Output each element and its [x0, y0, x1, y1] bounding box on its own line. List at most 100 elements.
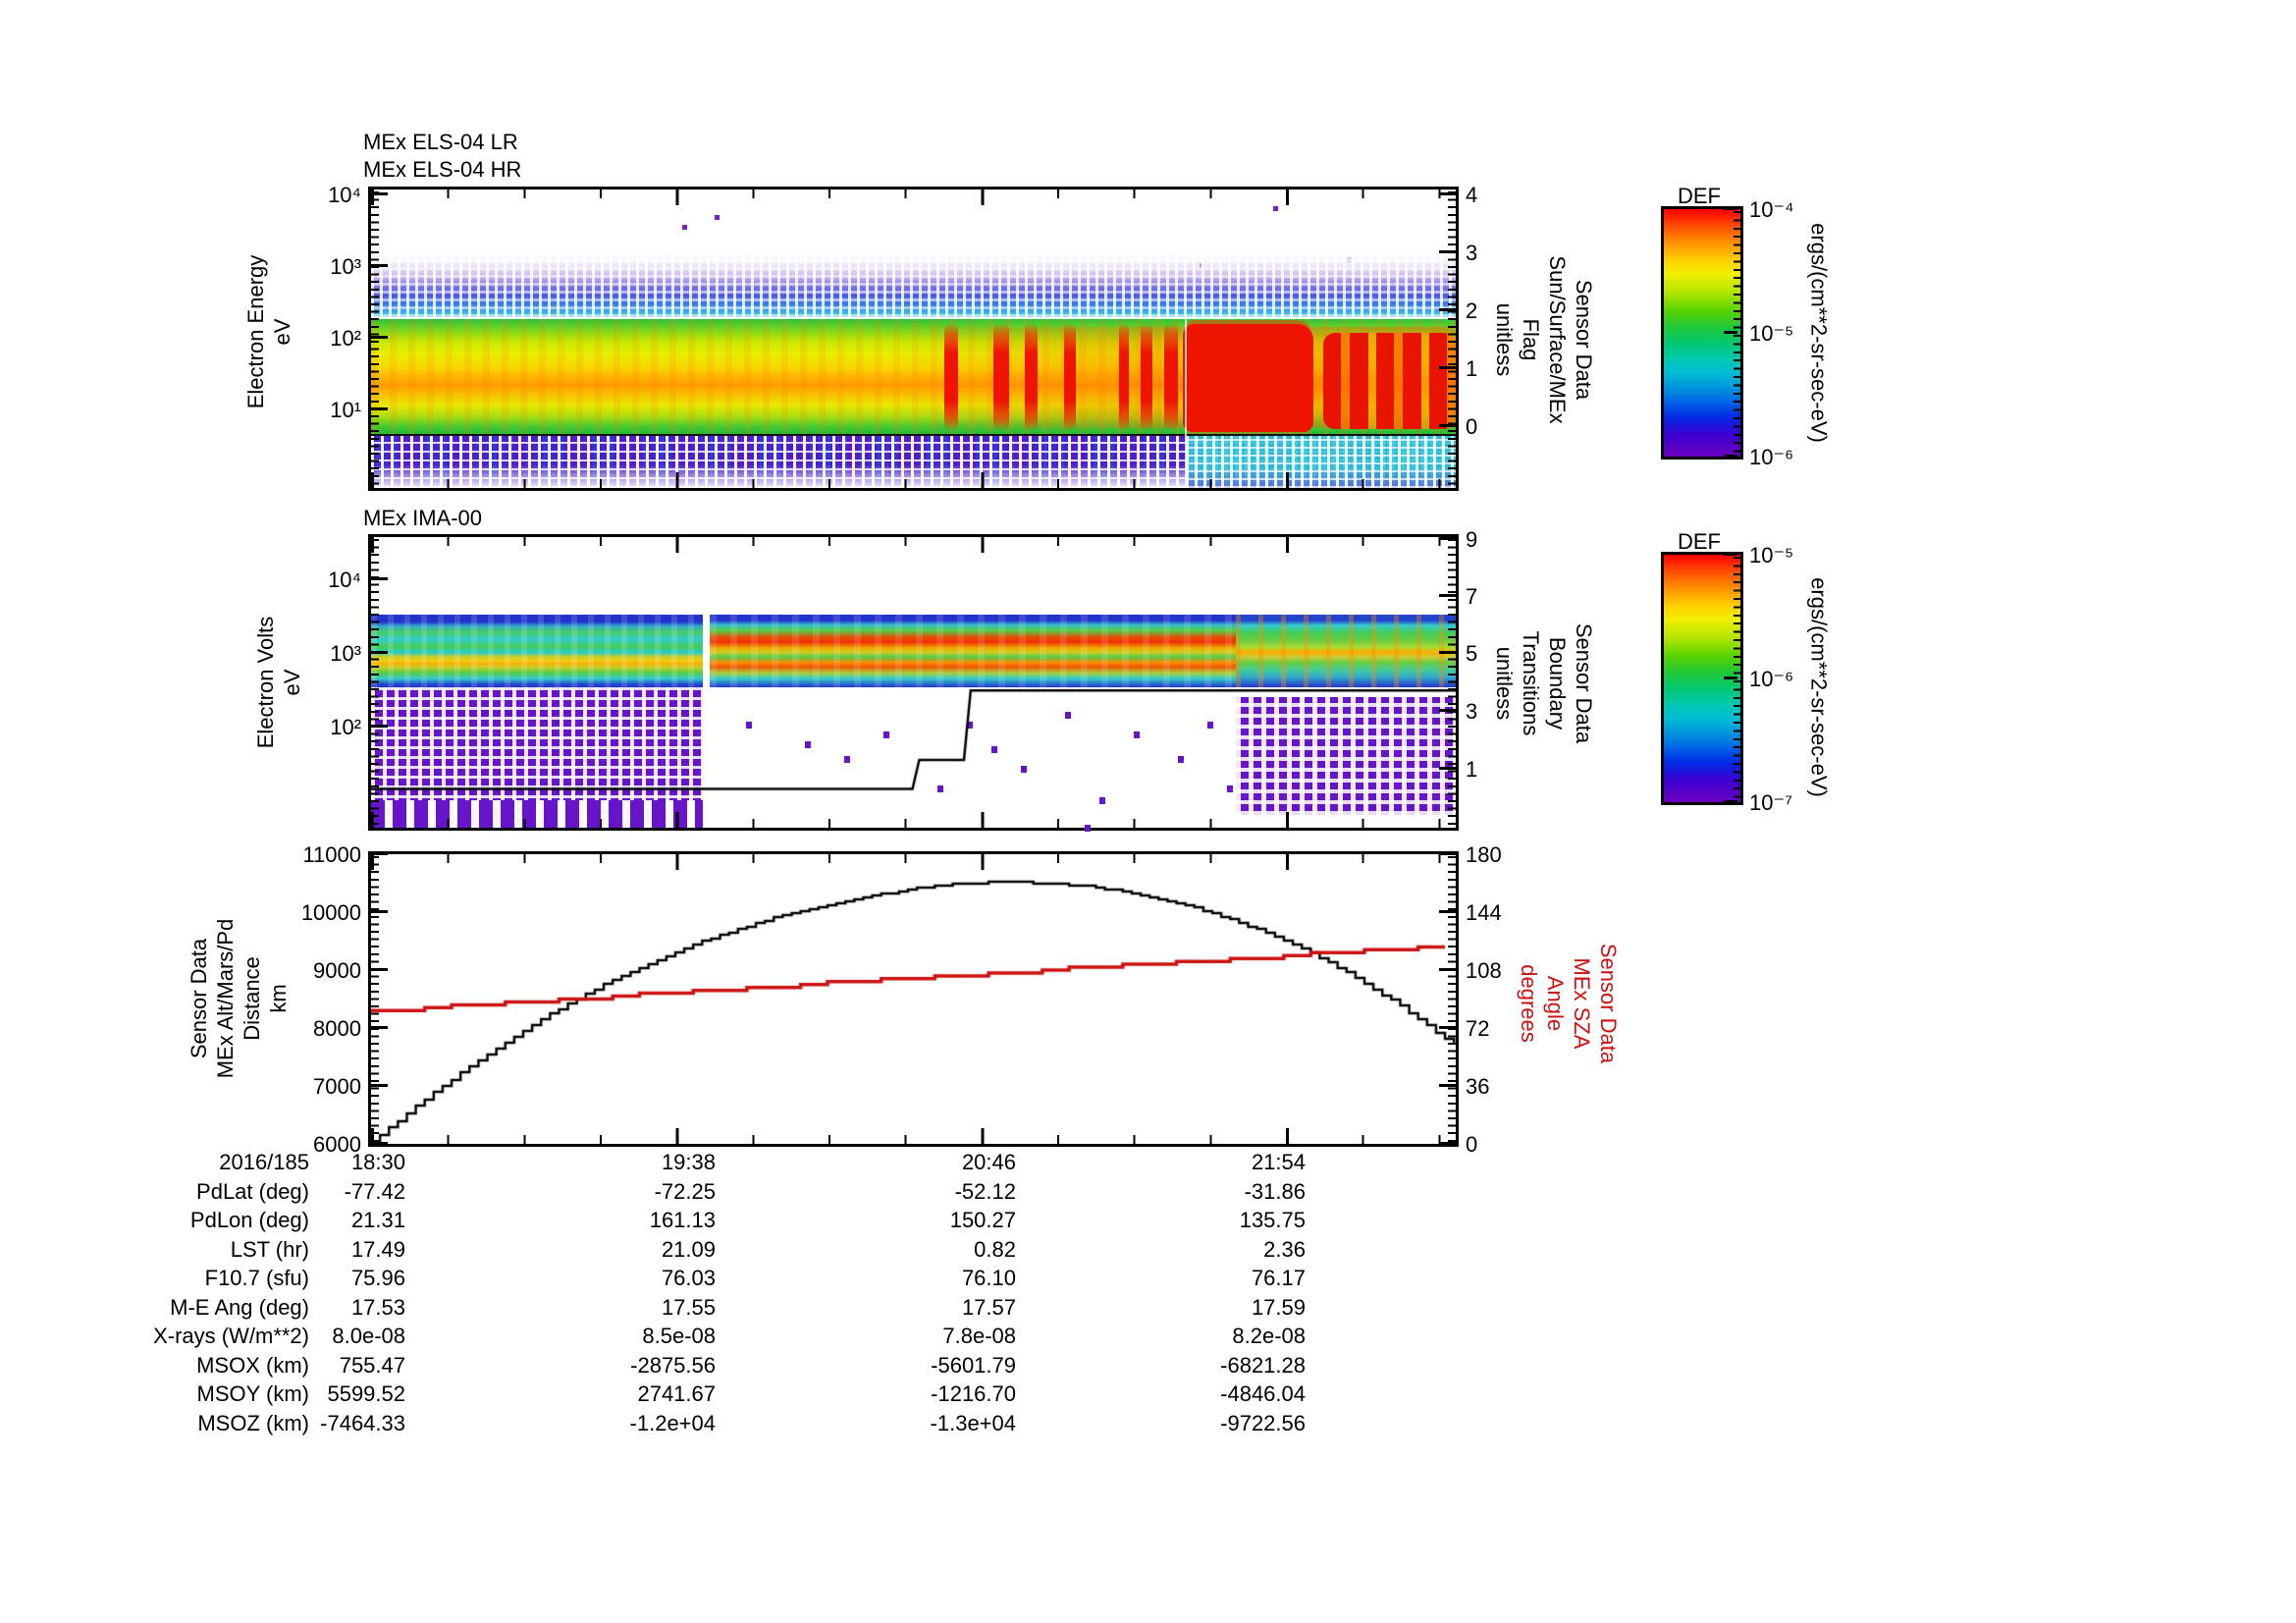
boundary-tick: 5 — [1439, 641, 1556, 666]
table-cell: 21.09 — [661, 1236, 716, 1262]
table-cell: 161.13 — [649, 1208, 716, 1232]
table-cell: 8.0e-08 — [332, 1324, 405, 1348]
panel1-title-line1: MEx ELS-04 LR — [363, 130, 518, 154]
table-cell: 21.31 — [350, 1208, 405, 1232]
sza-tick: 144 — [1439, 900, 1556, 925]
table-row-label: PdLat (deg) — [196, 1178, 309, 1204]
colorbar2-unit-label: ergs/(cm**2-sr-sec-eV) — [1806, 577, 1832, 797]
sza-tick: 72 — [1439, 1016, 1556, 1041]
table-cell: -5601.79 — [931, 1352, 1016, 1378]
table-cell: 8.5e-08 — [642, 1324, 716, 1348]
table-cell: -2875.56 — [630, 1352, 716, 1378]
table-row-label: PdLon (deg) — [189, 1208, 309, 1232]
colorbar2-tick: 10⁻⁶ — [1724, 667, 1832, 691]
els-ytick: 10⁴ — [275, 183, 388, 207]
table-cell: 18:30 — [350, 1150, 405, 1174]
els-dark-line-7ev — [371, 434, 1456, 436]
table-cell: 150.27 — [949, 1208, 1016, 1232]
table-cell: 17.53 — [350, 1294, 405, 1320]
els-right-axis-label: Sensor Data Sun/Surface/MEx Flag unitles… — [1492, 255, 1596, 424]
flag-tick: 1 — [1439, 356, 1556, 381]
x-major-ticks — [371, 189, 1456, 205]
els-red-burst — [944, 323, 958, 431]
panel1-title-line2: MEx ELS-04 HR — [363, 157, 522, 182]
els-spectrogram-panel — [368, 187, 1459, 491]
table-cell: -1.2e+04 — [629, 1410, 716, 1435]
table-row-label: MSOY (km) — [196, 1381, 309, 1406]
table-cell: 19:38 — [661, 1150, 716, 1174]
table-cell: -9722.56 — [1220, 1410, 1306, 1435]
table-cell: 75.96 — [350, 1266, 405, 1290]
alt-ytick: 10000 — [275, 900, 388, 925]
boundary-tick: 3 — [1439, 699, 1556, 724]
colorbar1-unit-label: ergs/(cm**2-sr-sec-eV) — [1806, 223, 1832, 443]
table-row-label: MSOZ (km) — [197, 1410, 309, 1435]
table-cell: 76.10 — [961, 1266, 1016, 1290]
boundary-transitions-curve-canvas — [371, 537, 1456, 828]
alt-ytick: 7000 — [275, 1074, 388, 1099]
table-row-label: 2016/185 — [219, 1150, 309, 1174]
colorbar1-title: DEF — [1678, 184, 1721, 208]
panel2-title: MEx IMA-00 — [363, 506, 483, 530]
els-red-burst — [993, 323, 1009, 431]
altitude-sza-curves-canvas — [371, 854, 1456, 1144]
colorbar2-tick: 10⁻⁵ — [1724, 543, 1832, 568]
sza-tick: 108 — [1439, 958, 1556, 983]
ima-ytick: 10² — [275, 715, 388, 739]
table-row-label: M-E Ang (deg) — [170, 1294, 309, 1320]
colorbar2-tick: 10⁻⁷ — [1724, 790, 1832, 815]
els-red-burst — [1025, 323, 1038, 431]
table-cell: 5599.52 — [327, 1381, 405, 1406]
ima-ytick: 10³ — [275, 641, 388, 666]
colorbar1-tick: 10⁻⁶ — [1724, 445, 1832, 469]
els-white-line-150ev — [371, 317, 1456, 319]
table-cell: 76.03 — [661, 1266, 716, 1290]
table-cell: 20:46 — [961, 1150, 1016, 1174]
els-red-burst — [1119, 323, 1129, 431]
table-cell: -1216.70 — [931, 1381, 1016, 1406]
alt-ytick: 6000 — [275, 1132, 388, 1157]
boundary-tick: 7 — [1439, 584, 1556, 609]
els-red-blob — [1183, 324, 1313, 432]
els-ytick: 10² — [275, 326, 388, 351]
table-cell: -72.25 — [654, 1178, 716, 1204]
colorbar2-title: DEF — [1678, 529, 1721, 554]
table-cell: 21:54 — [1251, 1150, 1306, 1174]
table-cell: 8.2e-08 — [1232, 1324, 1306, 1348]
sza-tick: 180 — [1439, 842, 1556, 867]
els-red-burst — [1141, 323, 1152, 431]
table-cell: 7.8e-08 — [942, 1324, 1016, 1348]
colorbar1-tick: 10⁻⁴ — [1724, 197, 1832, 222]
table-cell: -7464.33 — [320, 1410, 405, 1435]
table-cell: -4846.04 — [1220, 1381, 1306, 1406]
boundary-tick: 9 — [1439, 527, 1556, 552]
sza-tick: 0 — [1439, 1132, 1556, 1157]
table-cell: 0.82 — [974, 1236, 1016, 1262]
els-red-zone-late — [1323, 333, 1456, 429]
table-cell: -6821.28 — [1220, 1352, 1306, 1378]
table-cell: -31.86 — [1244, 1178, 1306, 1204]
table-cell: 76.17 — [1251, 1266, 1306, 1290]
els-highenergy-speckle-band — [371, 250, 1456, 317]
altitude-y-axis-label: Sensor Data MEx Alt/Mars/Pd Distance km — [187, 918, 291, 1079]
table-row-label: X-rays (W/m**2) — [153, 1324, 309, 1348]
table-row-label: F10.7 (sfu) — [204, 1266, 309, 1290]
alt-ytick: 9000 — [275, 958, 388, 983]
alt-ytick: 8000 — [275, 1016, 388, 1041]
els-red-burst — [1064, 323, 1076, 431]
table-cell: 17.57 — [961, 1294, 1016, 1320]
table-cell: 17.49 — [350, 1236, 405, 1262]
table-cell: 2.36 — [1263, 1236, 1306, 1262]
els-red-burst — [1164, 323, 1178, 431]
flag-tick: 0 — [1439, 414, 1556, 439]
ima-ytick: 10⁴ — [275, 568, 388, 592]
table-cell: 135.75 — [1239, 1208, 1306, 1232]
table-cell: -77.42 — [344, 1178, 405, 1204]
els-segment-divider — [1185, 317, 1187, 488]
flag-tick: 3 — [1439, 241, 1556, 265]
flag-tick: 4 — [1439, 183, 1556, 207]
table-cell: 2741.67 — [637, 1381, 716, 1406]
table-row-label: LST (hr) — [230, 1236, 309, 1262]
colorbar1-tick: 10⁻⁵ — [1724, 321, 1832, 346]
